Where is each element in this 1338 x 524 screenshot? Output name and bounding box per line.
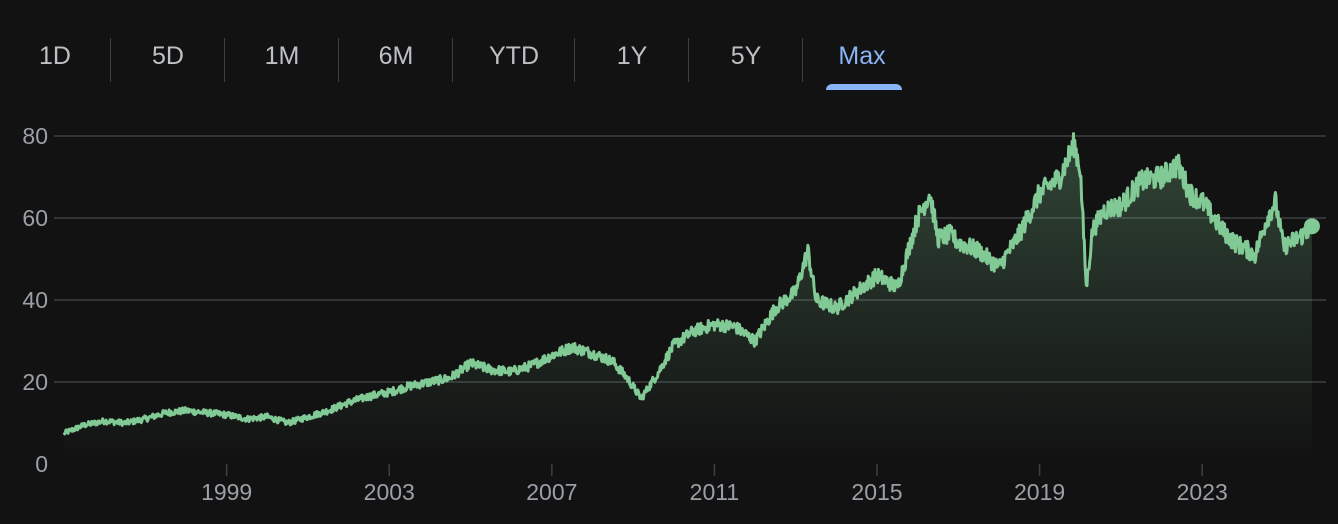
x-tick-label: 2011	[690, 479, 739, 505]
tab-ytd[interactable]: YTD	[454, 42, 574, 92]
tab-separator	[452, 38, 453, 82]
tab-1m[interactable]: 1M	[226, 42, 338, 92]
x-tick-label: 2003	[364, 479, 415, 505]
series-area	[64, 133, 1312, 464]
tab-label: 1Y	[616, 42, 648, 70]
y-tick-label: 40	[22, 287, 48, 313]
x-tick-label: 1999	[201, 479, 252, 505]
time-range-tabs: 1D 5D 1M 6M YTD 1Y 5Y Max	[0, 0, 1338, 92]
tab-separator	[338, 38, 339, 82]
tab-label: 1M	[264, 42, 300, 70]
x-tick-label: 2015	[851, 479, 902, 505]
tab-1d[interactable]: 1D	[0, 42, 110, 92]
tab-1y[interactable]: 1Y	[576, 42, 688, 92]
tab-6m[interactable]: 6M	[340, 42, 452, 92]
tab-max[interactable]: Max	[804, 42, 920, 92]
y-tick-label: 0	[35, 451, 48, 477]
y-tick-label: 20	[22, 369, 48, 395]
x-axis-ticks: 1999 2003 2007 2011 2015 2019 2023	[201, 464, 1228, 505]
tab-label: 5Y	[730, 42, 762, 70]
tab-label: 1D	[39, 42, 71, 70]
tab-5d[interactable]: 5D	[112, 42, 224, 92]
tab-separator	[110, 38, 111, 82]
last-point-marker	[1303, 218, 1320, 235]
tab-5y[interactable]: 5Y	[690, 42, 802, 92]
x-tick-label: 2007	[526, 479, 577, 505]
y-axis-ticks: 0 20 40 60 80	[22, 123, 48, 477]
tab-separator	[802, 38, 803, 82]
tab-separator	[688, 38, 689, 82]
tab-separator	[574, 38, 575, 82]
tab-label: 5D	[152, 42, 184, 70]
tab-label: YTD	[489, 42, 539, 70]
tab-label: Max	[838, 42, 886, 70]
x-tick-label: 2023	[1177, 479, 1228, 505]
tab-label: 6M	[378, 42, 414, 70]
y-tick-label: 80	[22, 123, 48, 149]
series-line	[62, 132, 1314, 436]
x-tick-label: 2019	[1014, 479, 1065, 505]
y-tick-label: 60	[22, 205, 48, 231]
active-tab-indicator	[826, 84, 902, 90]
tab-separator	[224, 38, 225, 82]
